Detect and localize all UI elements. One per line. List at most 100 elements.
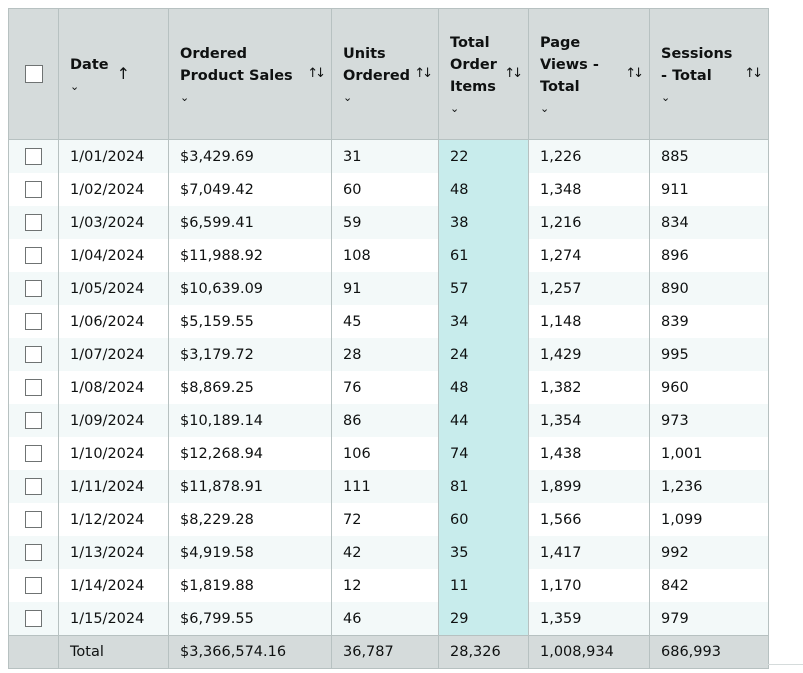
chevron-down-icon[interactable]: ⌄ — [661, 91, 671, 104]
table-row[interactable]: 1/03/2024 $6,599.41 59 38 1,216 834 — [8, 206, 769, 239]
cell-total-order-items: 74 — [438, 437, 529, 470]
cell-sessions: 834 — [649, 206, 769, 239]
report-table-container: Date ⌄ ↑ Ordered Product Sales ⌄ ↑↓ — [8, 8, 769, 669]
row-checkbox[interactable] — [25, 445, 42, 462]
select-all-checkbox[interactable] — [24, 65, 43, 83]
cell-date: 1/11/2024 — [58, 470, 169, 503]
totals-sessions: 686,993 — [649, 635, 769, 669]
sort-arrows-icon[interactable]: ↑↓ — [307, 66, 326, 81]
sort-arrows-icon[interactable]: ↑↓ — [414, 66, 433, 81]
cell-page-views: 1,216 — [528, 206, 650, 239]
chevron-down-icon[interactable]: ⌄ — [180, 91, 190, 104]
cell-total-order-items: 60 — [438, 503, 529, 536]
row-checkbox[interactable] — [25, 379, 42, 396]
table-row[interactable]: 1/06/2024 $5,159.55 45 34 1,148 839 — [8, 305, 769, 338]
totals-label: Total — [58, 635, 169, 669]
cell-units-ordered: 12 — [331, 569, 439, 602]
row-checkbox[interactable] — [25, 214, 42, 231]
row-select-cell — [8, 536, 59, 569]
arrow-up-icon[interactable]: ↑ — [116, 64, 130, 83]
row-checkbox[interactable] — [25, 181, 42, 198]
cell-units-ordered: 72 — [331, 503, 439, 536]
column-header-page-views-total[interactable]: Page Views - Total ⌄ ↑↓ — [528, 8, 650, 140]
cell-date: 1/15/2024 — [58, 602, 169, 636]
table-row[interactable]: 1/01/2024 $3,429.69 31 22 1,226 885 — [8, 139, 769, 173]
cell-page-views: 1,348 — [528, 173, 650, 206]
cell-page-views: 1,438 — [528, 437, 650, 470]
totals-page-views: 1,008,934 — [528, 635, 650, 669]
cell-ordered-product-sales: $6,599.41 — [168, 206, 332, 239]
row-checkbox[interactable] — [25, 346, 42, 363]
column-header-total-order-items[interactable]: Total Order Items ⌄ ↑↓ — [438, 8, 529, 140]
cell-sessions: 890 — [649, 272, 769, 305]
column-header-units-ordered[interactable]: Units Ordered ⌄ ↑↓ — [331, 8, 439, 140]
row-checkbox[interactable] — [25, 610, 42, 627]
cell-total-order-items: 24 — [438, 338, 529, 371]
chevron-down-icon[interactable]: ⌄ — [450, 102, 460, 115]
row-checkbox[interactable] — [25, 577, 42, 594]
cell-ordered-product-sales: $10,639.09 — [168, 272, 332, 305]
row-checkbox[interactable] — [25, 412, 42, 429]
cell-total-order-items: 22 — [438, 139, 529, 173]
totals-blank-cell — [8, 635, 59, 669]
cell-page-views: 1,429 — [528, 338, 650, 371]
column-header-date[interactable]: Date ⌄ ↑ — [58, 8, 169, 140]
cell-ordered-product-sales: $3,179.72 — [168, 338, 332, 371]
cell-total-order-items: 48 — [438, 371, 529, 404]
header-row: Date ⌄ ↑ Ordered Product Sales ⌄ ↑↓ — [8, 8, 769, 140]
cell-ordered-product-sales: $11,878.91 — [168, 470, 332, 503]
row-checkbox[interactable] — [25, 478, 42, 495]
cell-sessions: 992 — [649, 536, 769, 569]
chevron-down-icon[interactable]: ⌄ — [70, 80, 80, 93]
table-row[interactable]: 1/12/2024 $8,229.28 72 60 1,566 1,099 — [8, 503, 769, 536]
column-header-ordered-product-sales[interactable]: Ordered Product Sales ⌄ ↑↓ — [168, 8, 332, 140]
table-row[interactable]: 1/09/2024 $10,189.14 86 44 1,354 973 — [8, 404, 769, 437]
table-row[interactable]: 1/10/2024 $12,268.94 106 74 1,438 1,001 — [8, 437, 769, 470]
table-row[interactable]: 1/08/2024 $8,869.25 76 48 1,382 960 — [8, 371, 769, 404]
row-checkbox[interactable] — [25, 148, 42, 165]
table-row[interactable]: 1/07/2024 $3,179.72 28 24 1,429 995 — [8, 338, 769, 371]
sort-arrows-icon[interactable]: ↑↓ — [744, 66, 763, 81]
table-row[interactable]: 1/11/2024 $11,878.91 111 81 1,899 1,236 — [8, 470, 769, 503]
cell-date: 1/14/2024 — [58, 569, 169, 602]
cell-sessions: 1,001 — [649, 437, 769, 470]
cell-units-ordered: 45 — [331, 305, 439, 338]
cell-ordered-product-sales: $1,819.88 — [168, 569, 332, 602]
cell-sessions: 995 — [649, 338, 769, 371]
table-row[interactable]: 1/13/2024 $4,919.58 42 35 1,417 992 — [8, 536, 769, 569]
sales-traffic-table: Date ⌄ ↑ Ordered Product Sales ⌄ ↑↓ — [8, 8, 769, 669]
cell-date: 1/08/2024 — [58, 371, 169, 404]
row-checkbox[interactable] — [25, 280, 42, 297]
cell-units-ordered: 46 — [331, 602, 439, 636]
table-row[interactable]: 1/02/2024 $7,049.42 60 48 1,348 911 — [8, 173, 769, 206]
row-checkbox[interactable] — [25, 313, 42, 330]
cell-total-order-items: 29 — [438, 602, 529, 636]
cell-page-views: 1,354 — [528, 404, 650, 437]
cell-page-views: 1,382 — [528, 371, 650, 404]
sort-arrows-icon[interactable]: ↑↓ — [625, 66, 644, 81]
cell-sessions: 911 — [649, 173, 769, 206]
row-select-cell — [8, 602, 59, 636]
row-select-cell — [8, 503, 59, 536]
cell-units-ordered: 76 — [331, 371, 439, 404]
cell-units-ordered: 31 — [331, 139, 439, 173]
table-row[interactable]: 1/04/2024 $11,988.92 108 61 1,274 896 — [8, 239, 769, 272]
totals-units-ordered: 36,787 — [331, 635, 439, 669]
chevron-down-icon[interactable]: ⌄ — [540, 102, 550, 115]
row-checkbox[interactable] — [25, 544, 42, 561]
table-row[interactable]: 1/15/2024 $6,799.55 46 29 1,359 979 — [8, 602, 769, 636]
chevron-down-icon[interactable]: ⌄ — [343, 91, 353, 104]
column-header-sessions-total[interactable]: Sessions - Total ⌄ ↑↓ — [649, 8, 769, 140]
row-checkbox[interactable] — [25, 247, 42, 264]
row-checkbox[interactable] — [25, 511, 42, 528]
table-row[interactable]: 1/14/2024 $1,819.88 12 11 1,170 842 — [8, 569, 769, 602]
cell-total-order-items: 11 — [438, 569, 529, 602]
column-label-units-ordered: Units Ordered — [343, 46, 411, 84]
cell-page-views: 1,226 — [528, 139, 650, 173]
row-select-cell — [8, 139, 59, 173]
table-row[interactable]: 1/05/2024 $10,639.09 91 57 1,257 890 — [8, 272, 769, 305]
cell-sessions: 1,099 — [649, 503, 769, 536]
cell-sessions: 1,236 — [649, 470, 769, 503]
cell-total-order-items: 57 — [438, 272, 529, 305]
sort-arrows-icon[interactable]: ↑↓ — [504, 66, 523, 81]
